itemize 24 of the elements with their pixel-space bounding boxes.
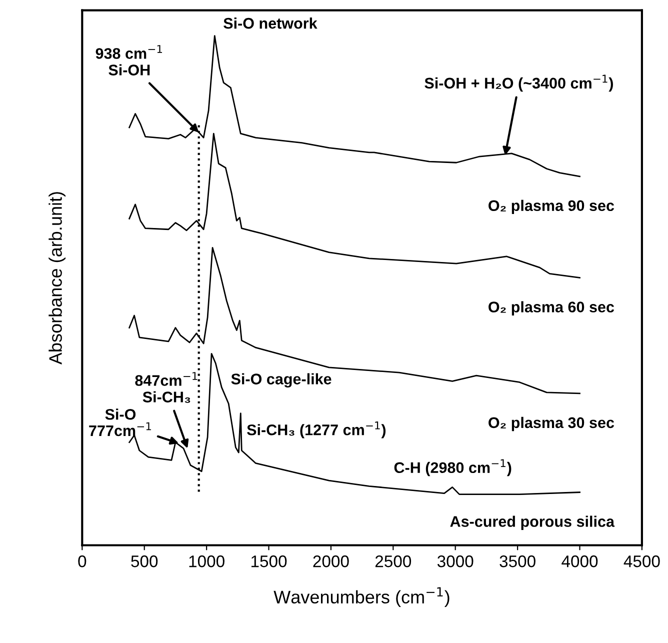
x-tick-label: 500 — [131, 555, 158, 568]
x-tick-label: 1000 — [189, 555, 224, 568]
annotation: Si-O cage-like — [231, 373, 332, 388]
text: O₂ plasma 60 sec — [488, 301, 614, 316]
annotation: C-H (2980 cm$^{−1}$) — [394, 459, 512, 476]
x-tick-label: 3000 — [437, 555, 474, 568]
x-tick-label: 1500 — [251, 555, 287, 568]
x-tick-label: 2500 — [375, 555, 412, 568]
annotation: Si-O network — [224, 18, 318, 29]
x-tick-label: 3500 — [500, 555, 536, 568]
x-tick-label: 4000 — [562, 555, 598, 568]
series-label: As-cured porous silica — [450, 516, 615, 530]
text: O₂ plasma 30 sec — [488, 416, 614, 432]
annotation: Si-CH₃ (1277 cm$^{−1}$) — [247, 421, 386, 438]
x-tick-label: 2000 — [313, 555, 349, 568]
annotation: 938 cm$^{−1}$ Si-OH — [96, 45, 162, 76]
text: O₂ plasma 90 sec — [488, 200, 614, 214]
x-tick-label: 0 — [78, 555, 86, 568]
annotation: Si-O 777cm$^{−1}$ — [89, 408, 151, 436]
annotation: Si-OH + H₂O (~3400 cm$^{−1}$) — [424, 74, 613, 92]
x-axis-title: Wavenumbers (cm$^{−1}$) — [274, 587, 450, 608]
x-tick-label: 4500 — [624, 555, 660, 568]
annotation: 847cm$^{−1}$ Si-CH₃ — [135, 372, 198, 403]
y-axis-title: Absorbance (arb.unit) — [48, 192, 66, 365]
